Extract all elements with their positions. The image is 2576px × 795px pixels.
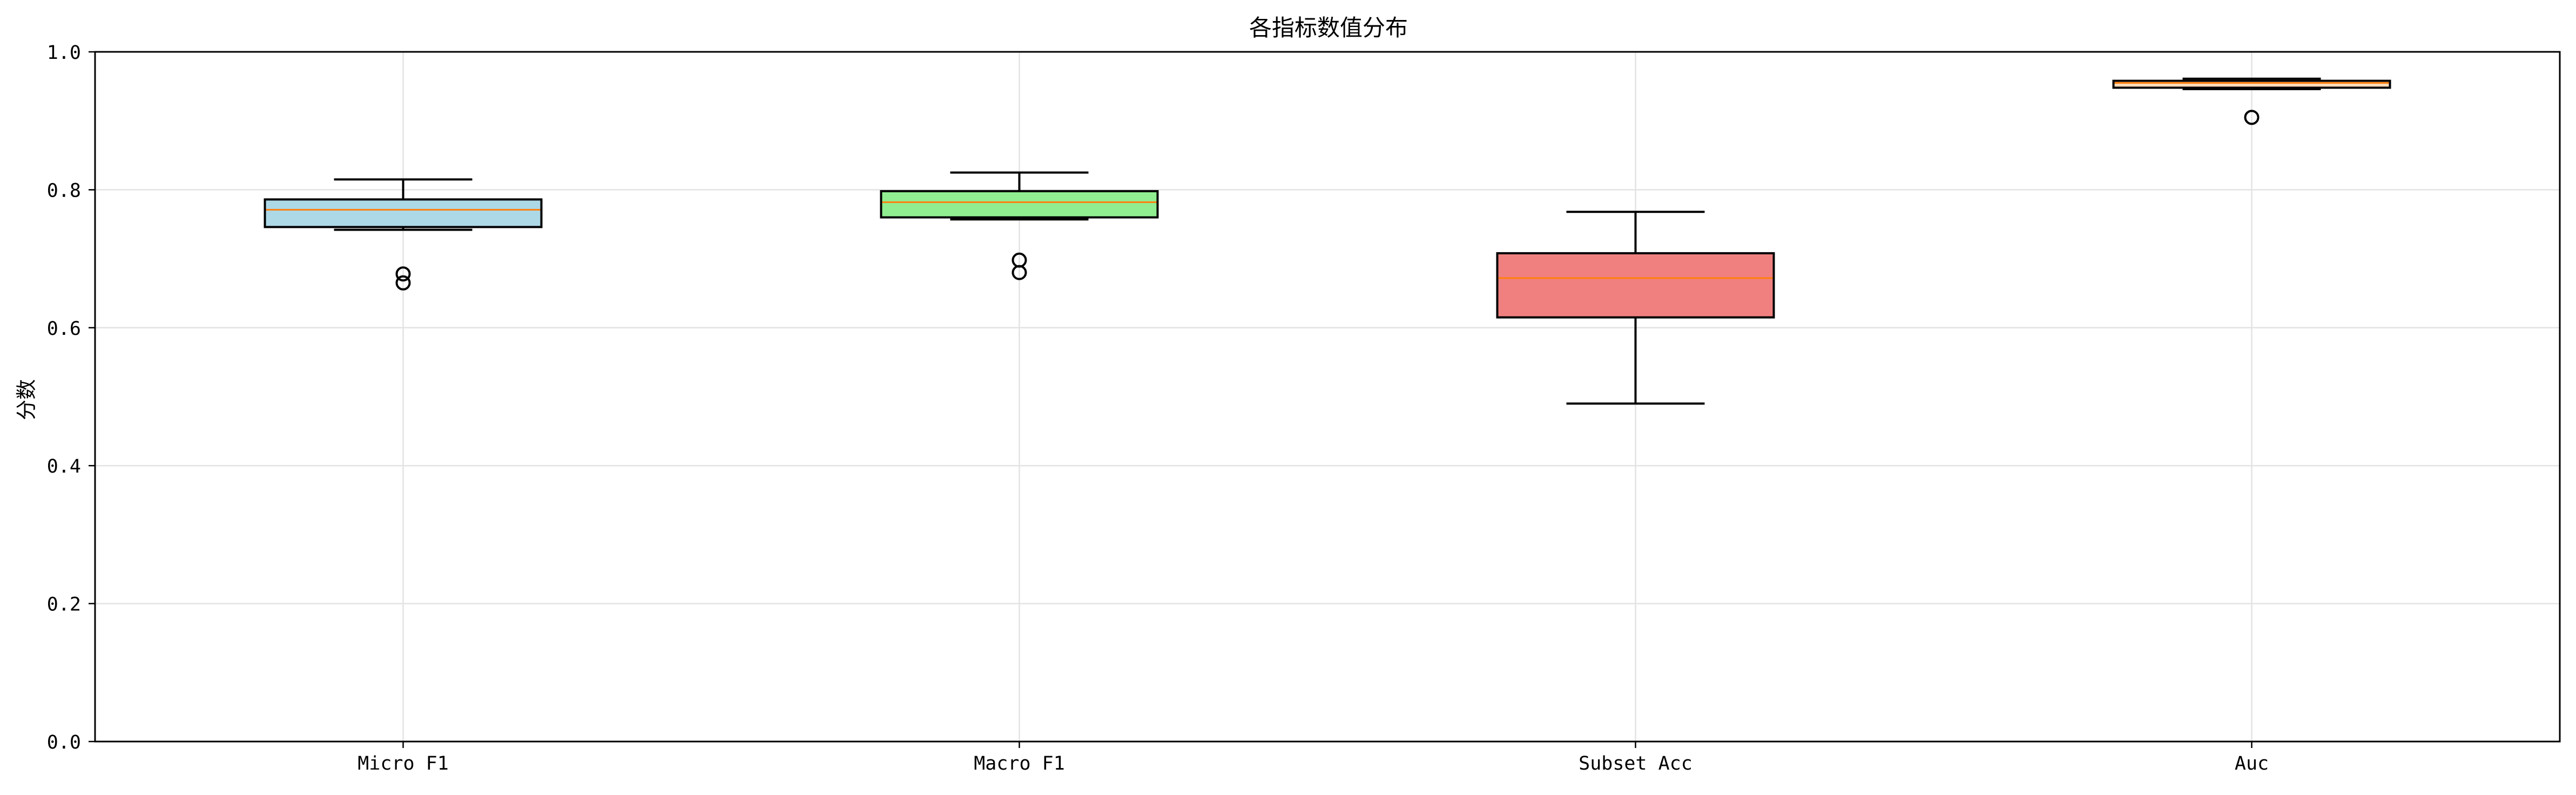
grid-layer: [95, 51, 2560, 743]
outlier-point: [1011, 265, 1027, 280]
x-tick-label: Auc: [2235, 753, 2269, 774]
box-auc: [2112, 77, 2391, 125]
box-micro-f1: [264, 178, 543, 291]
axis-layer: 0.0 0.2 0.4 0.6 0.8 1.0 Micro F1 Macro F1 Subset…: [47, 42, 2561, 774]
iqr-box: [1496, 252, 1775, 319]
x-tick-label: Subset Acc: [1579, 753, 1692, 774]
iqr-box: [880, 190, 1159, 219]
plot-frame: [94, 51, 2561, 743]
y-tick-label: 0.0: [47, 732, 81, 753]
box-layer: [264, 77, 2391, 405]
y-tick-label: 0.4: [47, 456, 81, 477]
chart-title: 各指标数值分布: [1249, 15, 1408, 41]
y-axis-label: 分数: [15, 379, 38, 420]
y-tick-label: 0.8: [47, 180, 81, 201]
x-tick-label: Macro F1: [974, 753, 1065, 774]
outlier-point: [2244, 110, 2260, 125]
y-tick-label: 1.0: [47, 42, 81, 64]
outlier-point: [395, 275, 411, 291]
iqr-box: [2112, 79, 2391, 89]
y-tick-label: 0.2: [47, 594, 81, 616]
y-tick-label: 0.6: [47, 318, 81, 340]
x-tick-label: Micro F1: [358, 753, 449, 774]
box-subset-acc: [1496, 211, 1775, 405]
iqr-box: [264, 198, 543, 228]
outlier-point: [395, 266, 411, 282]
box-macro-f1: [880, 171, 1159, 280]
